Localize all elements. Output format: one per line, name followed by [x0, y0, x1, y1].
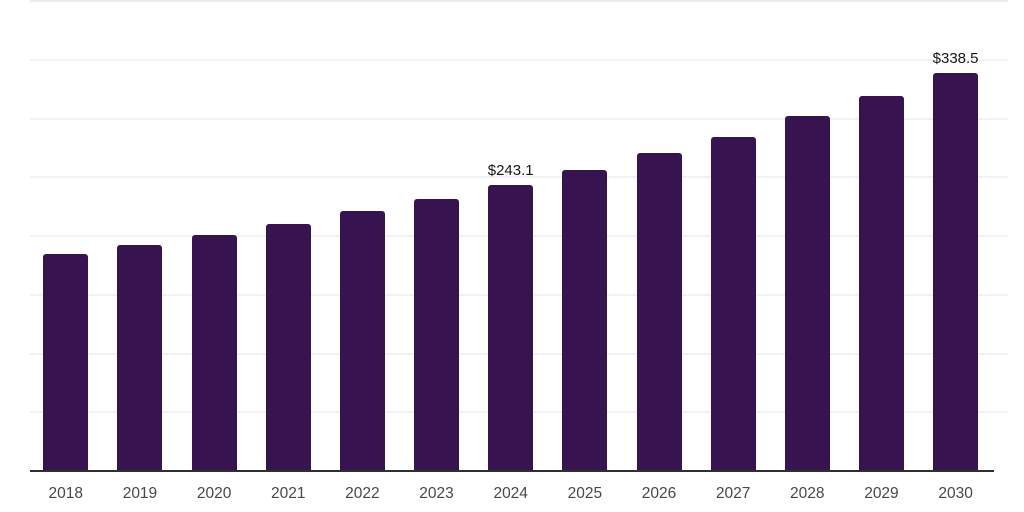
bar-2030[interactable] — [933, 73, 979, 471]
gridline-400 — [30, 0, 1008, 2]
x-tick-2028: 2028 — [790, 485, 825, 502]
x-tick-2021: 2021 — [271, 485, 306, 502]
x-axis-line — [30, 470, 994, 472]
bar-2022[interactable] — [339, 211, 385, 471]
x-tick-2029: 2029 — [864, 485, 899, 502]
bar-2021[interactable] — [265, 223, 311, 471]
bar-2029[interactable] — [858, 95, 904, 471]
gridline-350 — [30, 58, 1008, 61]
value-label-2030: $338.5 — [932, 50, 979, 68]
x-tick-2018: 2018 — [48, 485, 84, 502]
x-tick-2027: 2027 — [715, 485, 751, 502]
x-tick-2030: 2030 — [938, 485, 973, 502]
x-tick-2024: 2024 — [493, 485, 528, 502]
x-tick-2019: 2019 — [122, 485, 158, 502]
x-tick-2026: 2026 — [641, 485, 677, 502]
x-tick-2020: 2020 — [196, 485, 232, 502]
bar-2026[interactable] — [636, 153, 682, 471]
bar-2020[interactable] — [191, 235, 237, 471]
bar-2019[interactable] — [117, 245, 163, 471]
x-tick-2023: 2023 — [419, 485, 454, 502]
x-tick-2022: 2022 — [345, 485, 380, 502]
bar-2027[interactable] — [710, 136, 756, 471]
bar-2018[interactable] — [43, 254, 89, 471]
bar-2028[interactable] — [784, 115, 830, 471]
value-label-2024: $243.1 — [487, 162, 534, 180]
bar-2025[interactable] — [562, 169, 608, 471]
bar-2024[interactable] — [488, 185, 534, 471]
x-tick-2025: 2025 — [567, 485, 603, 502]
bar-2023[interactable] — [414, 198, 460, 471]
